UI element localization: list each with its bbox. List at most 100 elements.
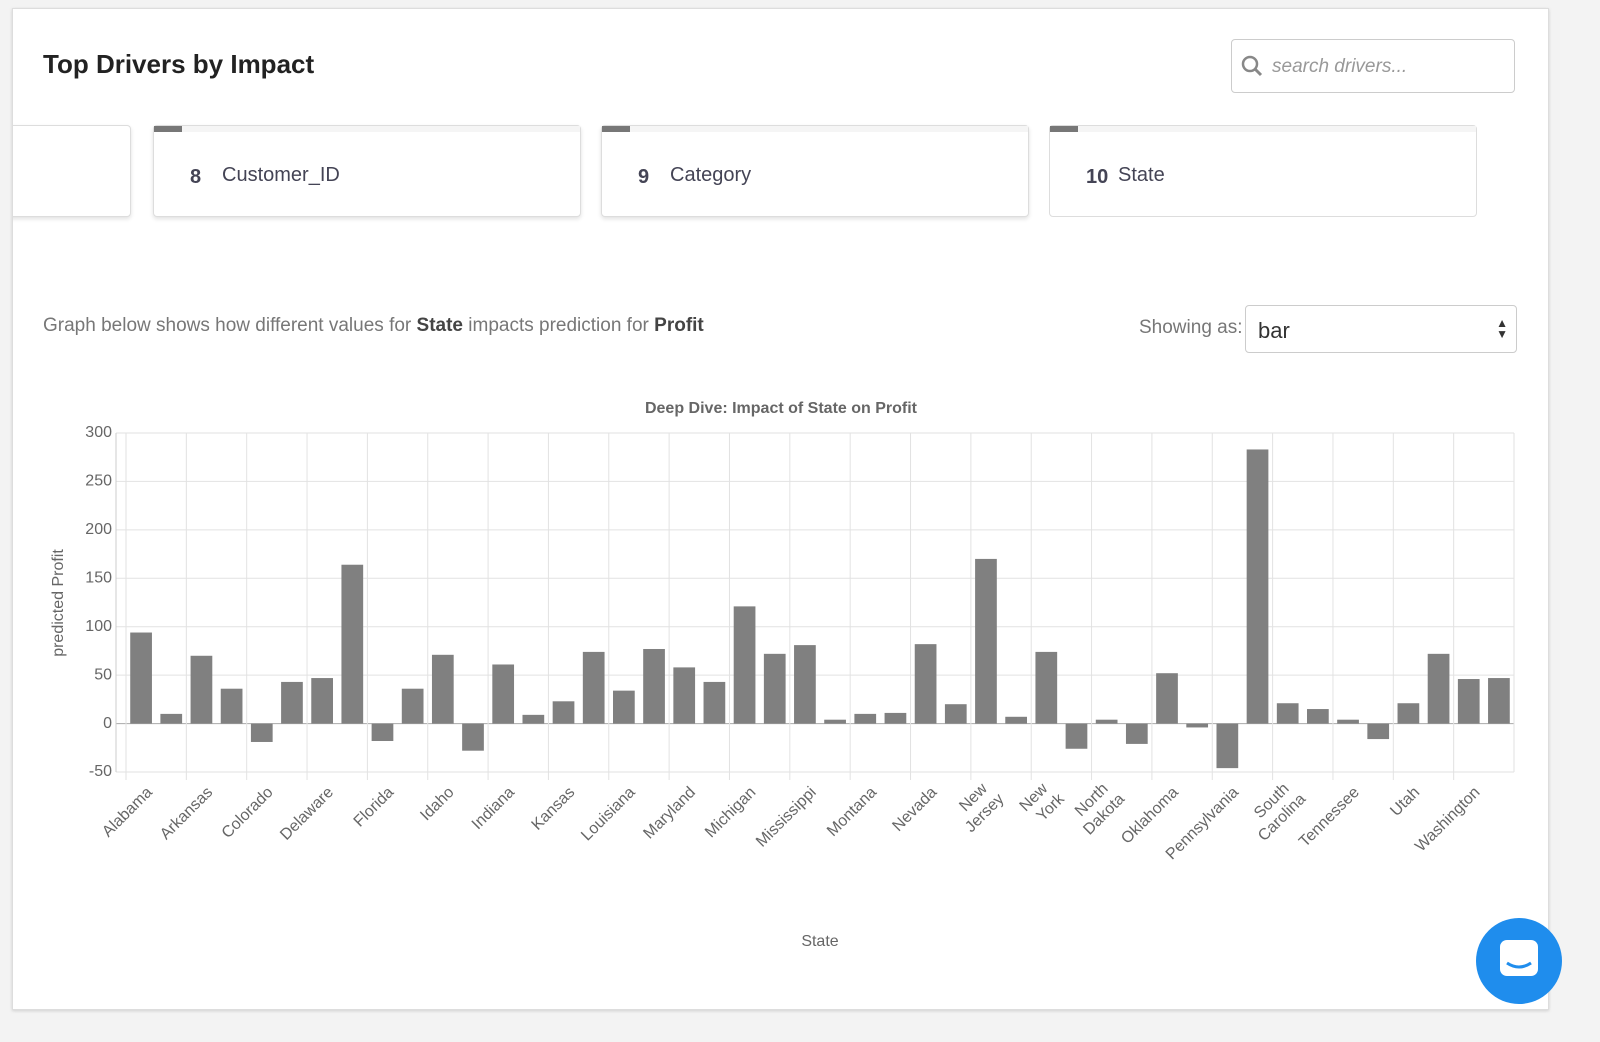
- driver-name: Category: [670, 164, 752, 186]
- bar: [281, 681, 303, 724]
- bar: [431, 654, 454, 724]
- y-tick-label: 150: [85, 570, 112, 587]
- x-tick-label: North Dakota: [1067, 777, 1128, 838]
- bar: [1427, 653, 1450, 724]
- x-tick-label: Utah: [1387, 784, 1423, 820]
- bar: [341, 564, 364, 724]
- driver-rank: 10: [1086, 166, 1109, 188]
- bar: [250, 723, 273, 742]
- y-tick-label: 250: [85, 473, 112, 490]
- y-tick-label: 200: [85, 521, 112, 538]
- x-tick-label: Arkansas: [157, 784, 216, 843]
- bar: [311, 678, 333, 724]
- feature: State: [416, 315, 463, 336]
- bar: [1246, 449, 1269, 724]
- bar: [552, 701, 575, 724]
- bar: [1307, 709, 1329, 724]
- y-tick-label: 50: [94, 666, 112, 683]
- bar: [1035, 651, 1058, 724]
- bar: [643, 648, 665, 724]
- driver-card[interactable]: 9 Category: [601, 125, 1029, 217]
- panel-title: Top Drivers by Impact: [43, 49, 315, 79]
- bar: [401, 688, 424, 724]
- bar: [371, 723, 394, 742]
- bar: [703, 681, 726, 724]
- x-tick-label: Florida: [351, 784, 398, 831]
- x-tick-label: Delaware: [277, 784, 337, 844]
- driver-name: State: [1118, 164, 1165, 186]
- driver-card[interactable]: 10 State: [1049, 125, 1477, 217]
- bar: [944, 704, 967, 724]
- bar: [824, 719, 846, 724]
- x-tick-label: Indiana: [469, 784, 518, 833]
- target: Profit: [654, 315, 704, 336]
- text: Graph below shows how different values f…: [43, 315, 412, 336]
- bar: [854, 713, 877, 724]
- x-tick-label: Louisiana: [578, 784, 639, 845]
- bar: [1367, 723, 1390, 740]
- bar: [914, 644, 937, 724]
- driver-name: Customer_ID: [222, 164, 340, 186]
- y-tick-label: 100: [85, 618, 112, 635]
- bar: [522, 714, 545, 724]
- x-tick-label: Washington: [1412, 784, 1483, 855]
- chart-title: Deep Dive: Impact of State on Profit: [645, 400, 918, 417]
- panel: Top Drivers by Impact search drivers... …: [12, 8, 1549, 1010]
- x-tick-label: Alabama: [99, 784, 156, 841]
- bar: [1065, 723, 1088, 749]
- view-label: Showing as:: [1139, 317, 1243, 338]
- search-icon: [1241, 55, 1263, 77]
- bar: [673, 667, 696, 724]
- x-tick-label: Idaho: [417, 784, 457, 824]
- y-tick-label: 0: [103, 715, 112, 732]
- bar: [1488, 678, 1510, 724]
- bar: [1186, 723, 1209, 728]
- driver-card[interactable]: 8 Customer_ID: [153, 125, 581, 217]
- bar: [1005, 716, 1027, 724]
- view-select[interactable]: bar ▲ ▼: [1245, 305, 1517, 353]
- bar: [130, 632, 152, 724]
- x-tick-label: Nevada: [889, 784, 940, 835]
- chat-button[interactable]: [1476, 918, 1562, 1004]
- bar: [1216, 723, 1239, 769]
- bar: [763, 653, 786, 724]
- x-tick-label: New Jersey: [949, 777, 1008, 836]
- bar: [160, 713, 183, 724]
- x-tick-label: Tennessee: [1296, 784, 1363, 851]
- x-axis-label: State: [801, 933, 838, 950]
- y-axis-label: predicted Profit: [50, 549, 67, 657]
- bar: [794, 645, 816, 724]
- x-tick-label: Maryland: [640, 784, 699, 843]
- y-tick-label: -50: [89, 763, 112, 780]
- x-tick-label: Michigan: [702, 784, 759, 841]
- y-tick-label: 300: [85, 424, 112, 441]
- x-tick-label: Kansas: [529, 784, 579, 834]
- driver-card[interactable]: [13, 125, 131, 217]
- driver-rank: 9: [638, 166, 650, 188]
- text: impacts prediction for: [468, 315, 649, 336]
- bar: [1095, 719, 1118, 724]
- bar: [1276, 703, 1299, 724]
- bar: [1337, 719, 1359, 724]
- search-box[interactable]: search drivers...: [1231, 39, 1515, 93]
- bar: [190, 655, 213, 724]
- bar: [1156, 673, 1178, 724]
- x-tick-label: Oklahoma: [1118, 784, 1182, 848]
- description: Graph below shows how different values f…: [43, 315, 704, 337]
- arrows: ▲ ▼: [1496, 316, 1508, 341]
- chat-icon: [1500, 940, 1538, 976]
- bar: [884, 712, 907, 724]
- bar: [220, 688, 243, 724]
- bar: [733, 606, 756, 724]
- bar: [462, 723, 484, 751]
- bar: [613, 690, 635, 724]
- bar: [492, 664, 515, 724]
- bar: [1125, 723, 1148, 744]
- x-tick-label: New York: [1017, 776, 1069, 828]
- chart: Deep Dive: Impact of State on Profit pre…: [50, 400, 1515, 950]
- bar: [975, 558, 997, 724]
- bar: [582, 651, 605, 724]
- x-tick-label: Colorado: [219, 784, 277, 842]
- driver-rank: 8: [190, 166, 202, 188]
